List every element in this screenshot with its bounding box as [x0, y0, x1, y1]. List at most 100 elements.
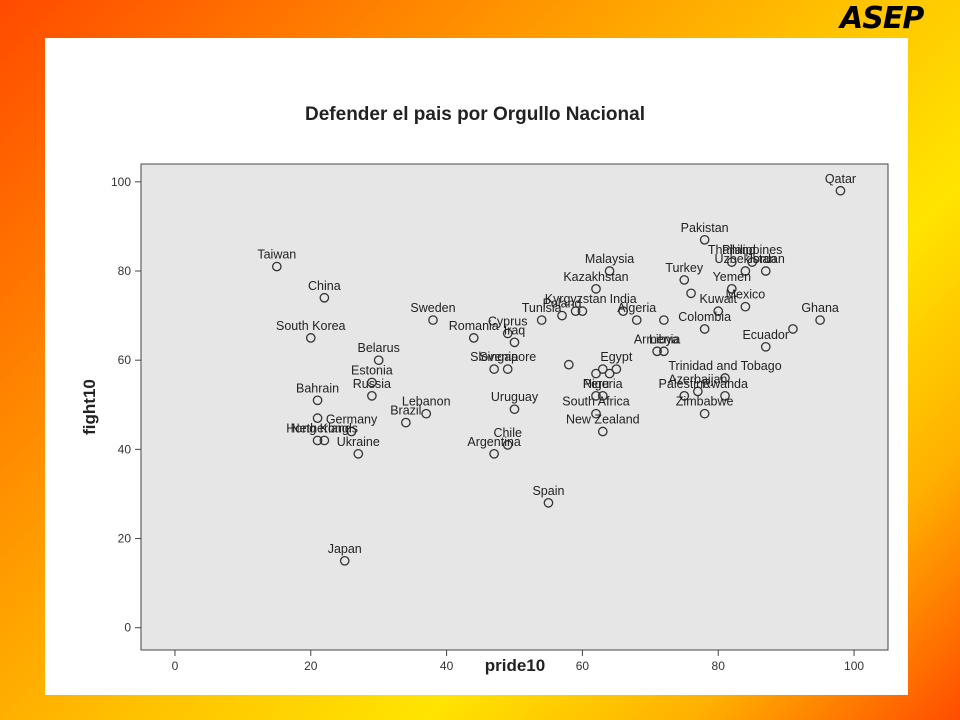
point-label: China	[308, 279, 341, 293]
data-point	[597, 364, 608, 374]
data-point	[597, 426, 608, 437]
point-label: Taiwan	[257, 248, 296, 262]
data-point	[699, 408, 710, 419]
y-tick-label: 60	[118, 353, 132, 367]
point-label: Palestine	[659, 377, 710, 391]
data-point	[618, 306, 629, 316]
point-label: Chile	[493, 426, 522, 440]
point-label: Pakistan	[681, 221, 729, 235]
point-label: Philippines	[722, 243, 782, 257]
point-label: Germany	[326, 413, 378, 427]
data-point	[604, 368, 615, 379]
point-label: Uruguay	[491, 390, 539, 404]
x-axis-label: pride10	[485, 656, 545, 675]
chart-title: Defender el pais por Orgullo Nacional	[305, 104, 645, 125]
data-point	[312, 435, 323, 446]
x-tick-label: 40	[440, 659, 454, 673]
data-point	[543, 498, 554, 508]
data-point	[720, 373, 730, 383]
point-label: Ecuador	[742, 328, 789, 342]
data-point	[713, 306, 724, 316]
data-point	[720, 391, 730, 401]
y-tick-label: 80	[118, 264, 132, 278]
data-point	[536, 315, 547, 325]
point-label: Rwanda	[702, 377, 748, 391]
data-point	[468, 333, 479, 343]
data-point	[740, 301, 751, 312]
point-label: Egypt	[600, 350, 632, 364]
chart-panel: Defender el pais por Orgullo Nacional 0 2…	[45, 38, 908, 695]
data-point	[686, 288, 696, 299]
data-point	[577, 306, 588, 316]
y-tick-label: 0	[124, 621, 131, 635]
y-axis: 0 20 40 60 80 100	[111, 175, 141, 635]
data-point	[312, 395, 323, 406]
point-label: Algeria	[617, 301, 656, 315]
asep-logo: ASEP	[840, 1, 924, 36]
data-point	[815, 315, 825, 325]
data-point	[760, 341, 771, 352]
point-label: Kyrgyzstan	[545, 292, 607, 306]
point-label: Qatar	[825, 172, 856, 186]
point-label: Libya	[649, 332, 679, 346]
data-point	[319, 435, 330, 446]
point-label: Ghana	[801, 301, 839, 315]
point-label: Netherlands	[291, 421, 358, 435]
data-point	[509, 404, 520, 415]
data-point	[271, 261, 282, 272]
data-point	[693, 386, 703, 397]
point-label: Thailand	[708, 243, 756, 257]
data-point	[597, 391, 608, 401]
data-point	[604, 266, 615, 276]
point-label: India	[610, 292, 637, 306]
plot-area	[140, 163, 889, 651]
point-label: Sweden	[410, 301, 455, 315]
point-label: Zimbabwe	[676, 395, 734, 409]
point-label: Brazil	[390, 404, 421, 418]
data-point	[835, 185, 846, 196]
y-tick-label: 20	[118, 532, 132, 546]
point-label: Malaysia	[585, 252, 634, 266]
point-label: Slovenia	[470, 350, 518, 364]
data-point	[699, 324, 710, 334]
y-tick-label: 40	[118, 442, 132, 456]
point-label: Colombia	[678, 310, 731, 324]
point-label: Mexico	[726, 288, 766, 302]
data-point	[428, 315, 438, 325]
data-points: Qatar Pakistan PhilippinesThailandJordanUz…	[257, 172, 856, 566]
point-label: Romania	[449, 319, 499, 333]
point-label: Yemen	[713, 270, 752, 284]
point-label: Poland	[543, 297, 582, 311]
point-label: New Zealand	[566, 413, 640, 427]
point-label: Turkey	[665, 261, 703, 275]
point-label: Belarus	[357, 341, 399, 355]
y-tick-label: 100	[111, 175, 131, 189]
data-point	[367, 391, 377, 401]
x-axis: 0 20 40 60 80 100	[172, 650, 864, 673]
x-tick-label: 60	[576, 659, 590, 673]
data-point	[747, 257, 758, 267]
point-label: Nigeria	[583, 377, 623, 391]
point-label: Trinidad and Tobago	[668, 359, 781, 373]
point-label: South Africa	[562, 395, 629, 409]
point-label: Russia	[353, 377, 391, 391]
data-point	[788, 324, 798, 334]
point-label: Iraq	[504, 323, 526, 337]
data-point	[726, 283, 737, 294]
point-label: South Korea	[276, 319, 346, 333]
data-point	[502, 440, 513, 450]
point-label: Bahrain	[296, 381, 339, 395]
data-point	[312, 413, 323, 423]
data-point	[489, 364, 499, 374]
point-label: Singapore	[479, 350, 536, 364]
data-point	[373, 355, 384, 366]
data-point	[339, 555, 350, 566]
point-label: Japan	[328, 542, 362, 556]
point-label: Estonia	[351, 363, 393, 377]
data-point	[509, 337, 520, 348]
point-label: Jordan	[747, 252, 785, 266]
data-point	[699, 234, 710, 245]
data-point	[570, 306, 581, 316]
point-label: Lebanon	[402, 395, 451, 409]
data-point	[489, 448, 499, 459]
